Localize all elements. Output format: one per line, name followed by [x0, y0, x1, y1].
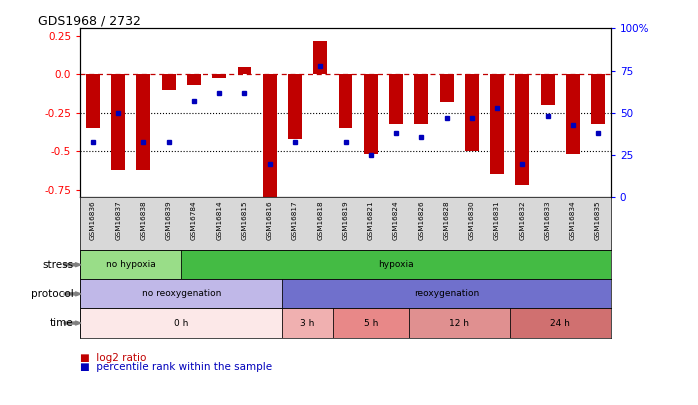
Bar [86, 75, 100, 128]
Text: ■  log2 ratio: ■ log2 ratio [80, 353, 147, 363]
Bar [80, 309, 283, 338]
Text: GSM16838: GSM16838 [140, 200, 147, 240]
Text: GDS1968 / 2732: GDS1968 / 2732 [38, 14, 141, 27]
Text: GSM16835: GSM16835 [595, 200, 601, 240]
Text: 24 h: 24 h [550, 319, 570, 328]
Text: GSM16816: GSM16816 [267, 200, 273, 240]
Text: reoxygenation: reoxygenation [414, 290, 480, 298]
Text: GSM16834: GSM16834 [570, 200, 576, 240]
Bar [333, 309, 408, 338]
Bar [339, 75, 352, 128]
Bar [212, 75, 226, 77]
Text: GSM16833: GSM16833 [544, 200, 551, 240]
Text: stress: stress [42, 260, 73, 270]
Bar [465, 75, 479, 151]
Bar [288, 75, 302, 139]
Bar [80, 279, 283, 309]
Bar [566, 75, 580, 154]
Text: GSM16824: GSM16824 [393, 200, 399, 240]
Text: no reoxygenation: no reoxygenation [142, 290, 221, 298]
Text: 5 h: 5 h [364, 319, 378, 328]
Bar [137, 75, 150, 170]
Text: GSM16821: GSM16821 [368, 200, 373, 240]
Bar [515, 75, 529, 185]
Text: GSM16837: GSM16837 [115, 200, 121, 240]
Text: 3 h: 3 h [300, 319, 315, 328]
Bar [237, 67, 251, 75]
Text: time: time [50, 318, 73, 328]
Bar [490, 75, 504, 175]
Text: hypoxia: hypoxia [378, 260, 414, 269]
Bar [591, 75, 605, 124]
Bar [111, 75, 125, 170]
Text: GSM16828: GSM16828 [443, 200, 450, 240]
Bar [162, 75, 176, 90]
Text: GSM16832: GSM16832 [519, 200, 526, 240]
Bar [283, 309, 333, 338]
Text: GSM16784: GSM16784 [191, 200, 197, 240]
Text: GSM16817: GSM16817 [292, 200, 298, 240]
Bar [408, 309, 510, 338]
Text: ■  percentile rank within the sample: ■ percentile rank within the sample [80, 362, 272, 372]
Text: GSM16836: GSM16836 [90, 200, 96, 240]
Bar [415, 75, 429, 124]
Text: no hypoxia: no hypoxia [106, 260, 156, 269]
Bar [262, 75, 276, 198]
Text: 12 h: 12 h [450, 319, 469, 328]
Text: GSM16815: GSM16815 [242, 200, 248, 240]
Text: GSM16831: GSM16831 [494, 200, 500, 240]
Bar [510, 309, 611, 338]
Bar [283, 279, 611, 309]
Text: 0 h: 0 h [174, 319, 188, 328]
Text: GSM16818: GSM16818 [318, 200, 323, 240]
Bar [80, 250, 181, 279]
Text: GSM16839: GSM16839 [165, 200, 172, 240]
Text: GSM16826: GSM16826 [418, 200, 424, 240]
Text: protocol: protocol [31, 289, 73, 299]
Bar [389, 75, 403, 124]
Text: GSM16819: GSM16819 [343, 200, 348, 240]
Bar [541, 75, 554, 105]
Text: GSM16814: GSM16814 [216, 200, 222, 240]
Bar [440, 75, 454, 102]
Bar [313, 40, 327, 75]
Bar [187, 75, 201, 85]
Text: GSM16830: GSM16830 [469, 200, 475, 240]
Bar [364, 75, 378, 154]
Bar [181, 250, 611, 279]
